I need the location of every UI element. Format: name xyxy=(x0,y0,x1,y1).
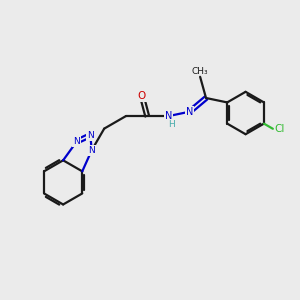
Text: N: N xyxy=(88,146,95,155)
Text: O: O xyxy=(138,91,146,101)
Text: H: H xyxy=(169,120,176,129)
Text: N: N xyxy=(165,111,172,121)
Text: N: N xyxy=(186,107,194,117)
Text: N: N xyxy=(73,137,80,146)
Text: N: N xyxy=(87,131,94,140)
Text: CH₃: CH₃ xyxy=(192,67,208,76)
Text: Cl: Cl xyxy=(274,124,284,134)
